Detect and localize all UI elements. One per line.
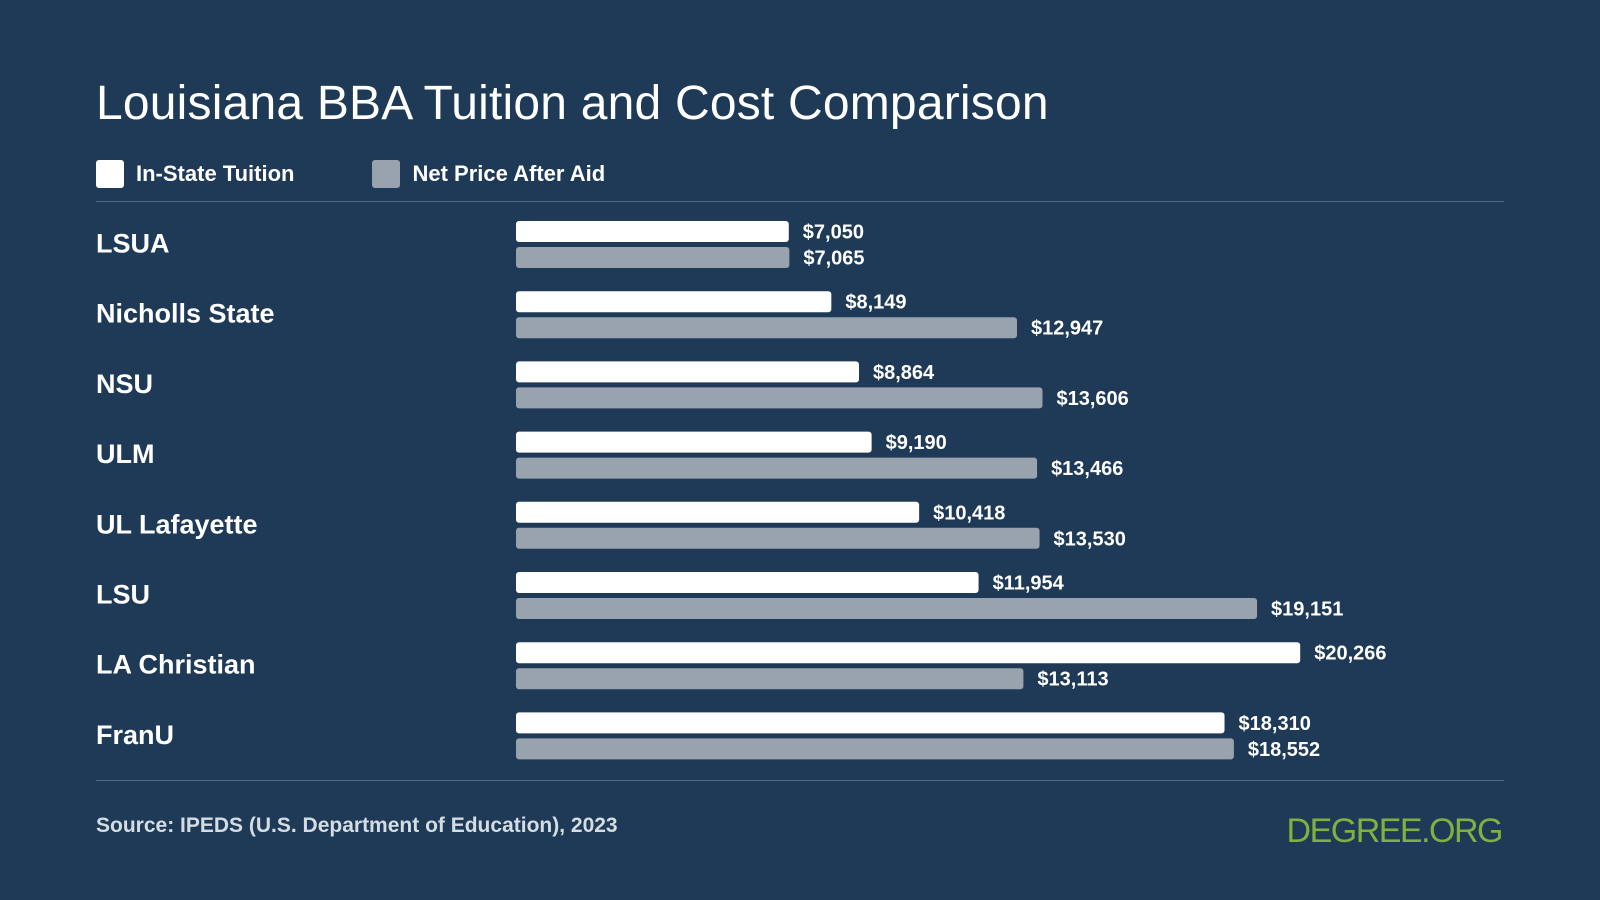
data-label-net-price: $12,947	[1031, 318, 1103, 340]
legend-swatch-in-state	[96, 160, 124, 188]
data-label-in-state: $8,149	[845, 292, 906, 314]
bar-in-state	[516, 431, 872, 453]
legend-item-net-price: Net Price After Aid	[372, 160, 605, 188]
data-label-in-state: $20,266	[1314, 643, 1386, 665]
legend-label-in-state: In-State Tuition	[136, 161, 295, 186]
category-label: LSU	[96, 580, 150, 610]
category-label: UL Lafayette	[96, 509, 258, 539]
legend-label-net-price: Net Price After Aid	[412, 161, 606, 186]
brand-logo: DEGREE.ORG	[1286, 812, 1504, 850]
bar-in-state	[516, 572, 979, 593]
bar-in-state	[516, 501, 920, 523]
bar-net-price	[516, 598, 1258, 619]
data-label-net-price: $13,530	[1054, 528, 1126, 550]
category-label: LSUA	[96, 229, 170, 259]
chart-title: Louisiana BBA Tuition and Cost Compariso…	[96, 77, 1049, 130]
category-label: FranU	[96, 720, 174, 750]
data-label-net-price: $18,552	[1248, 739, 1320, 761]
data-label-net-price: $13,113	[1037, 669, 1108, 691]
data-label-net-price: $19,151	[1271, 599, 1343, 621]
bar-net-price	[516, 317, 1017, 339]
bar-net-price	[516, 527, 1040, 549]
bar-net-price	[516, 247, 790, 268]
category-label: Nicholls State	[96, 299, 275, 329]
data-label-in-state: $18,310	[1239, 713, 1311, 735]
legend: In-State Tuition Net Price After Aid	[96, 159, 605, 189]
category-label: ULM	[96, 439, 154, 469]
bar-in-state	[516, 291, 832, 313]
data-label-net-price: $7,065	[803, 248, 864, 270]
data-label-in-state: $11,954	[993, 573, 1065, 595]
legend-swatch-net-price	[372, 160, 401, 188]
source-note: Source: IPEDS (U.S. Department of Educat…	[96, 814, 618, 837]
data-label-in-state: $10,418	[933, 502, 1005, 524]
top-divider	[96, 201, 1504, 202]
category-label: NSU	[96, 369, 153, 399]
data-label-in-state: $9,190	[886, 432, 947, 454]
bar-net-price	[516, 387, 1043, 409]
bar-in-state	[516, 221, 789, 242]
category-label: LA Christian	[96, 650, 256, 680]
data-label-in-state: $7,050	[803, 222, 864, 244]
bar-in-state	[516, 642, 1301, 664]
bottom-divider	[96, 780, 1504, 781]
data-label-net-price: $13,466	[1051, 458, 1123, 480]
bar-in-state	[516, 712, 1225, 734]
data-label-net-price: $13,606	[1056, 388, 1128, 410]
bar-net-price	[516, 738, 1234, 760]
bar-net-price	[516, 457, 1038, 479]
bar-in-state	[516, 361, 859, 383]
bar-net-price	[516, 668, 1024, 690]
data-label-in-state: $8,864	[873, 362, 935, 384]
legend-item-in-state: In-State Tuition	[96, 160, 294, 188]
